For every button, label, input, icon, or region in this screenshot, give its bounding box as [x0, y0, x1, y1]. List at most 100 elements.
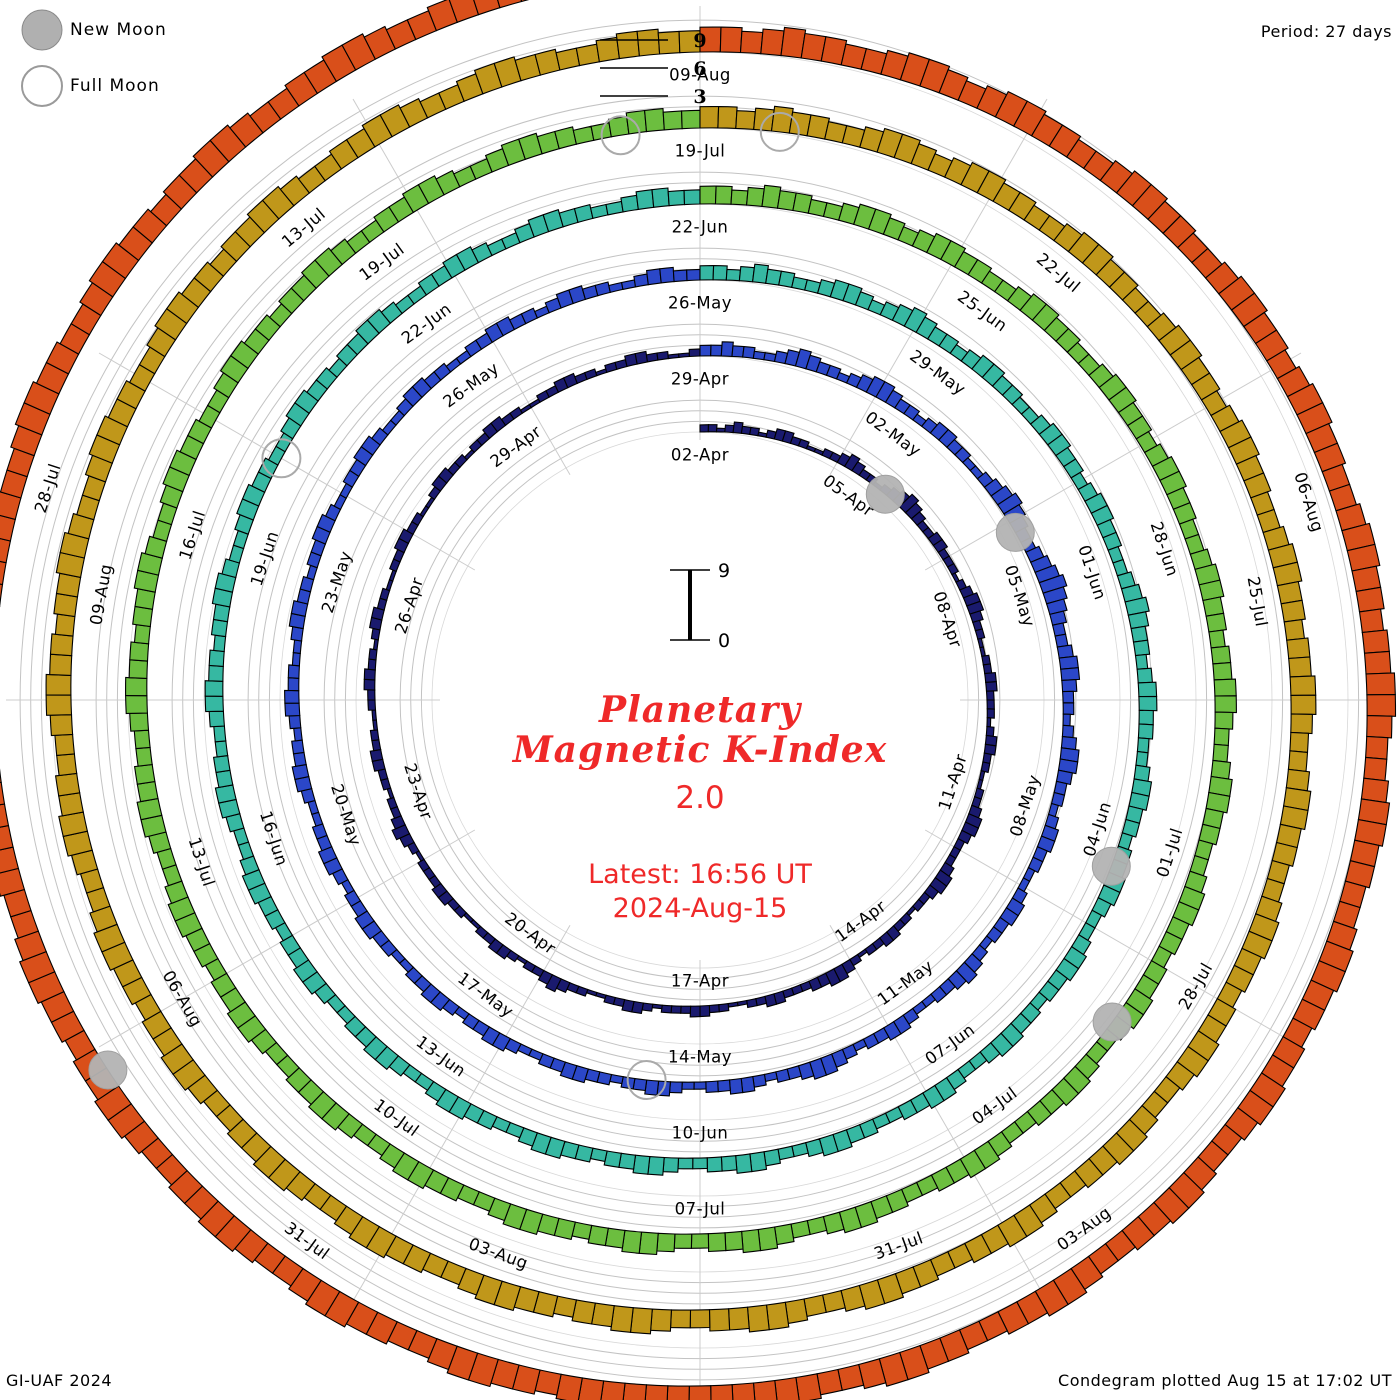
kp-bar: [884, 389, 904, 409]
kp-bar: [411, 377, 433, 399]
kp-bar: [749, 1151, 768, 1173]
kp-bar: [656, 1232, 676, 1253]
kp-bar: [226, 1001, 256, 1029]
kp-bar: [0, 491, 22, 521]
kp-bar: [862, 1032, 880, 1050]
latest-time-label: Latest: 16:56 UT: [588, 859, 812, 890]
kp-bar: [1055, 327, 1081, 353]
kp-bar: [1038, 573, 1068, 594]
scalebar-bottom-label: 0: [718, 630, 730, 652]
kp-bar: [854, 291, 875, 311]
kp-bar: [454, 453, 468, 469]
kp-bar: [287, 664, 300, 679]
kp-bar: [1130, 625, 1149, 643]
kp-bar: [938, 428, 958, 449]
kp-bar: [699, 424, 710, 433]
kp-bar: [1290, 713, 1313, 735]
kp-bar: [502, 1203, 528, 1231]
kp-bar: [752, 1073, 767, 1088]
kp-bar: [1198, 823, 1221, 846]
kp-bar: [638, 1231, 659, 1256]
kp-bar: [645, 268, 662, 286]
kp-bar: [621, 1229, 643, 1254]
kp-bar: [473, 0, 501, 16]
full-moon-marker-icon: [600, 115, 641, 156]
kp-bar: [656, 350, 669, 361]
kp-bar: [1027, 856, 1044, 874]
legend-full-moon-label: Full Moon: [70, 76, 160, 96]
kp-bar: [585, 988, 598, 997]
kp-bar: [1198, 579, 1225, 602]
kp-bar: [1057, 758, 1079, 775]
kp-bar: [742, 346, 756, 359]
kp-bar: [89, 905, 118, 933]
kp-bar: [818, 1133, 839, 1157]
kp-bar: [1121, 818, 1141, 838]
kp-bar: [985, 681, 998, 692]
date-label: 10-Jun: [672, 1124, 729, 1143]
kp-bar: [287, 677, 300, 692]
kp-bar: [371, 427, 389, 446]
kp-bar: [731, 1382, 756, 1400]
kp-bar: [517, 1127, 539, 1147]
kp-bar: [825, 364, 842, 380]
kp-bar: [573, 203, 594, 224]
kp-bar: [763, 1071, 778, 1083]
kp-bar: [493, 56, 522, 88]
kp-bar: [160, 1043, 194, 1075]
kp-bar: [279, 934, 302, 956]
kp-bar: [304, 1279, 341, 1317]
kp-bar: [686, 268, 701, 282]
kp-bar: [603, 1150, 622, 1168]
kp-bar: [1127, 611, 1150, 630]
kp-bar: [391, 1152, 420, 1181]
kp-bar: [542, 209, 564, 233]
kp-bar: [164, 880, 189, 905]
kp-bar: [1097, 884, 1121, 907]
kp-bar: [822, 1211, 845, 1235]
kp-bar: [1288, 656, 1312, 678]
kp-bar: [608, 281, 624, 294]
kp-bar: [1283, 618, 1306, 641]
kp-bar: [739, 30, 764, 55]
kp-bar: [735, 110, 756, 130]
kp-bar: [1344, 860, 1376, 889]
kp-bar: [708, 1308, 731, 1332]
kp-bar: [480, 1026, 501, 1046]
kp-bar: [426, 1337, 458, 1371]
kp-bar: [1061, 679, 1078, 693]
kp-bar: [680, 1005, 692, 1014]
kp-bar: [1286, 637, 1311, 660]
kp-bar: [0, 538, 12, 564]
kp-bar: [587, 1224, 609, 1247]
kp-bar: [740, 1075, 756, 1094]
page-title-line1: Planetary: [599, 689, 801, 731]
kp-bar: [129, 641, 150, 662]
kp-bar: [725, 268, 742, 282]
kp-bar: [662, 1156, 680, 1173]
credit-label: GI-UAF 2024: [6, 1371, 113, 1390]
kp-bar: [0, 781, 6, 806]
kp-bar: [311, 823, 328, 840]
kp-bar: [1008, 191, 1037, 221]
kp-bar: [728, 1306, 750, 1331]
kp-bar: [625, 109, 648, 135]
kp-bar: [791, 1142, 809, 1158]
kp-bar: [1134, 653, 1149, 670]
kp-bar: [938, 68, 969, 102]
kp-bar: [792, 192, 813, 214]
kp-bar: [417, 858, 431, 873]
center-scalebar: 90: [670, 560, 730, 652]
kp-bar: [683, 189, 701, 206]
date-label: 19-Jul: [675, 142, 726, 161]
date-label: 09-Aug: [86, 562, 115, 626]
kp-bar: [324, 503, 342, 522]
kp-bar: [706, 1156, 723, 1173]
kp-bar: [997, 1214, 1028, 1248]
kp-bar: [292, 639, 303, 655]
kp-bar: [610, 1305, 634, 1333]
legend-new-moon-label: New Moon: [70, 20, 167, 40]
kp-bar: [903, 306, 928, 334]
kp-bar: [689, 1005, 701, 1018]
kp-bar: [0, 867, 26, 897]
